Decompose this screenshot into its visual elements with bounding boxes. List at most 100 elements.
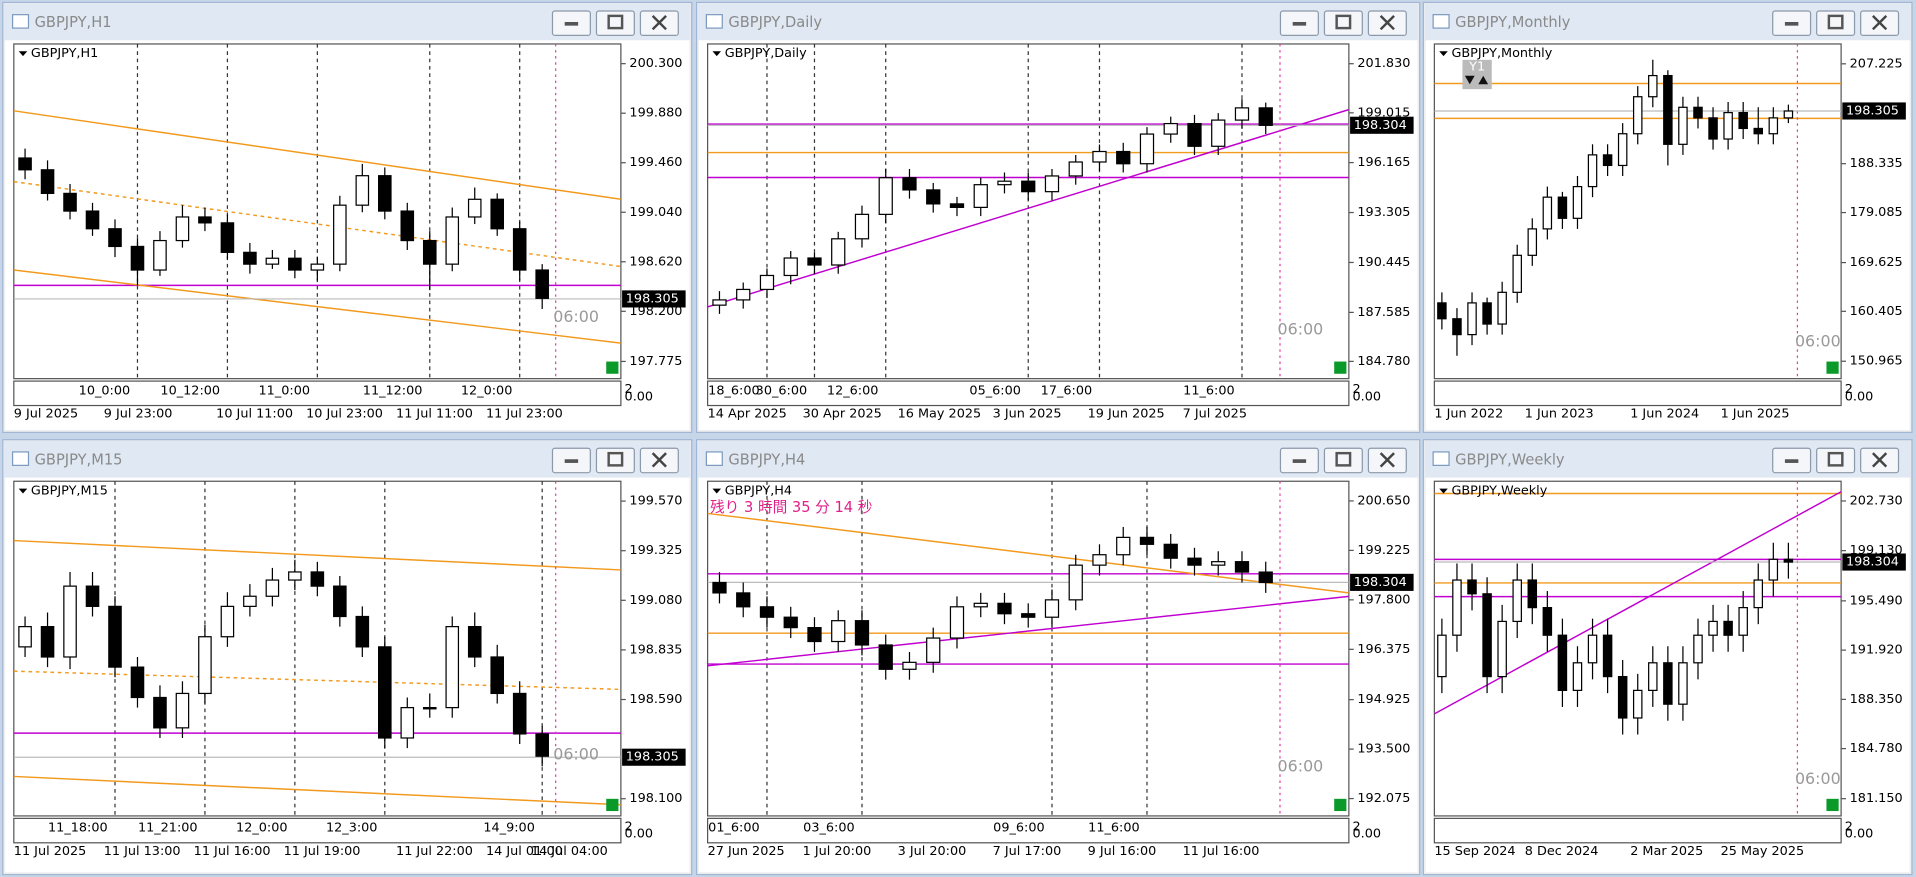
y-tick-label: 193.305	[1357, 205, 1410, 220]
price-box	[1350, 573, 1414, 591]
minimize-glyph	[1784, 459, 1799, 463]
candle-body	[1437, 634, 1447, 678]
status-square	[1826, 798, 1839, 812]
window-title: GBPJPY,Monthly	[1455, 14, 1571, 31]
window-icon	[11, 451, 30, 466]
x-tick-label: 1 Jun 2025	[1721, 407, 1790, 422]
candle-body	[422, 706, 437, 710]
candle-body	[153, 696, 167, 729]
price-label: 198.305	[1846, 103, 1899, 118]
maximize-glyph	[607, 451, 624, 467]
candle-body	[85, 210, 100, 230]
maximize-button[interactable]	[595, 10, 635, 37]
maximize-button[interactable]	[1816, 10, 1856, 37]
x-tick-label: 1 Jul 20:00	[803, 844, 872, 859]
maximize-button[interactable]	[1323, 10, 1363, 37]
window-title: GBPJPY,H4	[728, 451, 805, 468]
window-title: GBPJPY,M15	[35, 451, 123, 468]
plot-frame	[706, 43, 1350, 380]
maximize-glyph	[607, 14, 624, 30]
y-tick-label: 198.200	[629, 304, 682, 319]
candle-body	[40, 626, 55, 658]
sub-tick-label: 2	[1845, 382, 1853, 397]
candle-body	[288, 571, 302, 581]
status-square	[1826, 361, 1839, 374]
candle-body	[1693, 106, 1703, 119]
x-tick-label: 15 Sep 2024	[1434, 844, 1515, 859]
y-tick-label: 199.040	[629, 205, 682, 220]
candle-body	[783, 257, 798, 277]
price-label: 198.305	[626, 750, 679, 765]
candle-body	[1783, 558, 1794, 563]
candle-body	[1678, 662, 1688, 705]
candle-body	[1187, 557, 1202, 566]
candle-body	[1092, 554, 1107, 566]
chart-menu-arrow	[1439, 51, 1448, 57]
minimize-glyph	[564, 459, 579, 463]
maximize-glyph	[1827, 14, 1844, 30]
chart-menu-arrow	[18, 488, 28, 494]
minimize-glyph	[1292, 459, 1307, 463]
candle-body	[1587, 154, 1598, 188]
sub-tick-label: 0.00	[1845, 827, 1874, 842]
y-tick-label: 199.325	[629, 543, 682, 558]
maximize-button[interactable]	[595, 447, 635, 474]
y-tick-label: 200.300	[629, 56, 682, 71]
y-tick-label: 199.015	[1357, 105, 1410, 120]
y-tick-label: 192.075	[1357, 791, 1410, 806]
chart-label: GBPJPY,Weekly	[1451, 484, 1547, 499]
period-label: 03_6:00	[803, 821, 854, 836]
candle-body	[807, 627, 822, 643]
maximize-button[interactable]	[1816, 447, 1856, 474]
x-tick-label: 14 Jul 01:00	[486, 844, 563, 859]
candle-body	[949, 203, 965, 208]
candle-body	[1068, 161, 1083, 177]
candle-body	[310, 571, 325, 587]
period-label: 11_21:00	[138, 821, 198, 836]
candle-body	[445, 216, 460, 265]
plot	[1434, 481, 1842, 816]
y-tick-label: 201.830	[1357, 56, 1410, 71]
maximize-button[interactable]	[1323, 447, 1363, 474]
x-tick-label: 7 Jul 2025	[1183, 407, 1247, 422]
candle-body	[1211, 119, 1226, 147]
sub-tick-label: 0.00	[1353, 389, 1382, 404]
candle-body	[1187, 122, 1202, 147]
plot-frame	[1433, 480, 1842, 817]
bar-timer: 06:00	[1278, 319, 1324, 338]
candle-body	[1452, 579, 1462, 636]
candle-body	[63, 585, 77, 658]
x-tick-label: 3 Jul 20:00	[898, 844, 967, 859]
period-label: 11_18:00	[48, 821, 108, 836]
candle-body	[1068, 564, 1083, 601]
x-tick-label: 1 Jun 2024	[1630, 407, 1699, 422]
candle-body	[1542, 196, 1553, 230]
trend-line	[707, 595, 1349, 667]
chart-window: GBPJPY,M15 198.100 198.590 198.835 199.080 19…	[2, 439, 693, 876]
candle-body	[1163, 122, 1178, 135]
x-tick-label: 11 Jul 16:00	[194, 844, 271, 859]
candle-body	[1587, 634, 1598, 664]
maximize-glyph	[1335, 451, 1352, 467]
sub-tick-label: 2	[625, 819, 633, 834]
y-tick-label: 199.570	[629, 494, 682, 509]
candle-body	[926, 189, 941, 205]
candle-body	[997, 602, 1012, 615]
candle-body	[1753, 127, 1764, 135]
candle-body	[1482, 593, 1492, 678]
candle-body	[1663, 74, 1673, 145]
candle-body	[512, 228, 527, 271]
plot-frame	[706, 480, 1350, 817]
sub-window	[1433, 817, 1842, 844]
sub-window	[1433, 380, 1842, 407]
candle-body	[1738, 607, 1748, 636]
trend-line	[13, 539, 621, 571]
x-tick-label: 9 Jul 2025	[14, 407, 78, 422]
y-tick-label: 199.225	[1357, 543, 1410, 558]
candle-body	[878, 644, 893, 670]
period-label: 01_6:00	[708, 821, 759, 836]
status-square	[606, 798, 619, 812]
window-icon	[1432, 14, 1450, 29]
candle-body	[243, 251, 257, 265]
sub-tick-label: 2	[1353, 382, 1361, 397]
